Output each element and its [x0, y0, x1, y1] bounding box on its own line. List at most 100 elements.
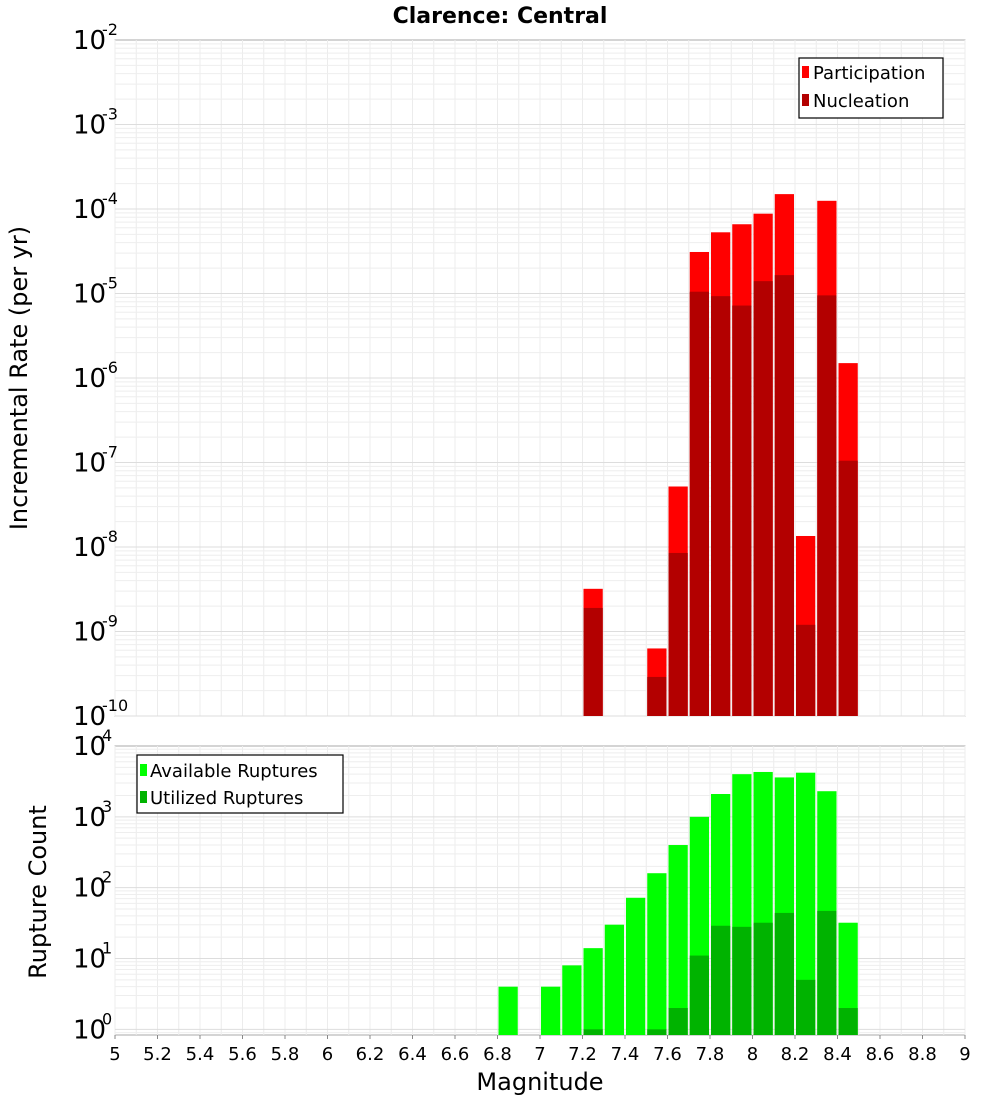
available-ruptures-bar — [668, 845, 688, 1035]
y-tick-label: 10 — [73, 364, 106, 394]
nucleation-legend-swatch — [802, 94, 809, 106]
available-ruptures-bar — [838, 922, 858, 1035]
available-ruptures-bar — [796, 772, 816, 1035]
available-legend-label: Available Ruptures — [150, 761, 318, 782]
y-tick-label: 10 — [73, 945, 106, 975]
rate-y-axis-label: Incremental Rate (per yr) — [5, 226, 33, 530]
y-tick-label: 10 — [73, 26, 106, 56]
y-tick-label: 10 — [73, 874, 106, 904]
utilized-ruptures-bar — [647, 1029, 667, 1035]
count-bars — [498, 771, 858, 1035]
y-tick-exponent: -3 — [102, 105, 118, 124]
available-ruptures-bar — [647, 873, 667, 1035]
y-tick-label: 10 — [73, 449, 106, 479]
participation-legend-swatch — [802, 66, 809, 78]
available-ruptures-bar — [583, 948, 603, 1035]
nucleation-bar — [711, 296, 731, 716]
y-tick-label: 10 — [73, 533, 106, 563]
available-ruptures-bar — [604, 924, 624, 1035]
nucleation-bar — [647, 676, 667, 716]
y-tick-exponent: -6 — [102, 358, 118, 377]
x-tick-label: 8.8 — [908, 1044, 937, 1065]
x-tick-label: 6.8 — [483, 1044, 512, 1065]
x-tick-label: 5.6 — [228, 1044, 257, 1065]
y-tick-label: 10 — [73, 1015, 106, 1045]
utilized-ruptures-bar — [753, 922, 773, 1035]
nucleation-bar — [753, 281, 773, 716]
nucleation-bar — [796, 624, 816, 716]
x-tick-label: 7.2 — [568, 1044, 597, 1065]
x-tick-label: 7.8 — [696, 1044, 725, 1065]
y-tick-label: 10 — [73, 702, 106, 732]
x-tick-label: 8.4 — [823, 1044, 852, 1065]
y-tick-exponent: 4 — [102, 726, 112, 745]
count-legend: Available Ruptures Utilized Ruptures — [136, 754, 344, 814]
y-tick-label: 10 — [73, 732, 106, 762]
utilized-ruptures-bar — [689, 955, 709, 1035]
y-tick-label: 10 — [73, 803, 106, 833]
available-ruptures-bar — [541, 986, 561, 1035]
x-tick-label: 5.4 — [186, 1044, 215, 1065]
nucleation-bar — [732, 305, 752, 716]
x-tick-label: 7.4 — [611, 1044, 640, 1065]
chart-title: Clarence: Central — [393, 4, 608, 29]
x-tick-label: 6.2 — [356, 1044, 385, 1065]
x-tick-label: 5 — [109, 1044, 120, 1065]
y-tick-exponent: -2 — [102, 20, 118, 39]
nucleation-bar — [689, 291, 709, 716]
utilized-ruptures-bar — [838, 1008, 858, 1035]
utilized-ruptures-bar — [732, 926, 752, 1035]
available-ruptures-bar — [562, 965, 582, 1035]
rate-legend-box — [798, 57, 944, 119]
y-tick-exponent: -8 — [102, 527, 118, 546]
y-tick-exponent: 3 — [102, 797, 112, 816]
x-tick-label: 5.8 — [271, 1044, 300, 1065]
y-tick-exponent: -4 — [102, 189, 118, 208]
x-tick-label: 7.6 — [653, 1044, 682, 1065]
participation-legend-label: Participation — [813, 63, 925, 84]
nucleation-bar — [668, 552, 688, 716]
nucleation-legend-label: Nucleation — [813, 91, 909, 112]
y-tick-label: 10 — [73, 195, 106, 225]
nucleation-bar — [817, 295, 837, 716]
x-tick-label: 6 — [322, 1044, 333, 1065]
rate-bars — [583, 194, 858, 717]
nucleation-bar — [838, 460, 858, 716]
x-tick-label: 8 — [747, 1044, 758, 1065]
nucleation-bar — [583, 607, 603, 716]
y-tick-exponent: -5 — [102, 274, 118, 293]
utilized-ruptures-bar — [668, 1008, 688, 1035]
utilized-legend-swatch — [140, 791, 147, 803]
utilized-ruptures-bar — [817, 910, 837, 1035]
x-tick-label: 6.6 — [441, 1044, 470, 1065]
utilized-ruptures-bar — [711, 925, 731, 1035]
x-tick-label: 8.2 — [781, 1044, 810, 1065]
x-tick-label: 8.6 — [866, 1044, 895, 1065]
y-tick-label: 10 — [73, 280, 106, 310]
utilized-ruptures-bar — [583, 1029, 603, 1035]
available-ruptures-bar — [626, 897, 646, 1035]
utilized-ruptures-bar — [796, 979, 816, 1035]
utilized-ruptures-bar — [774, 912, 794, 1035]
y-tick-exponent: 1 — [102, 939, 112, 958]
available-ruptures-bar — [498, 986, 518, 1035]
x-tick-label: 6.4 — [398, 1044, 427, 1065]
rate-gridlines — [114, 40, 966, 717]
y-tick-exponent: 2 — [102, 868, 112, 887]
y-tick-label: 10 — [73, 618, 106, 648]
magnitude-x-ticks: 5 5.2 5.4 5.6 5.8 6 6.2 6.4 6.6 6.8 7 7.2 7.4 7.6 7.8 8… — [109, 1035, 971, 1065]
y-tick-exponent: -10 — [102, 696, 128, 715]
x-axis-label: Magnitude — [476, 1068, 603, 1096]
x-tick-label: 5.2 — [143, 1044, 172, 1065]
y-tick-exponent: 0 — [102, 1009, 112, 1028]
available-legend-swatch — [140, 764, 147, 776]
count-legend-box — [136, 754, 344, 814]
x-tick-label: 7 — [534, 1044, 545, 1065]
nucleation-bar — [774, 275, 794, 716]
x-tick-label: 9 — [959, 1044, 970, 1065]
